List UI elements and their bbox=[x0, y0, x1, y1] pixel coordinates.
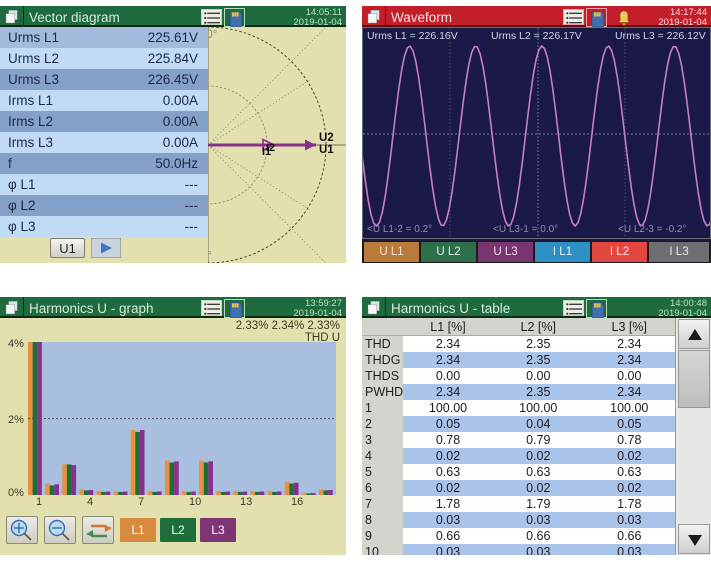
svg-text:U1: U1 bbox=[319, 144, 334, 156]
svg-text:90°: 90° bbox=[208, 29, 217, 41]
svg-text:270°: 270° bbox=[208, 250, 212, 262]
svg-text:I1: I1 bbox=[262, 146, 271, 158]
svg-text:U2: U2 bbox=[319, 132, 334, 144]
